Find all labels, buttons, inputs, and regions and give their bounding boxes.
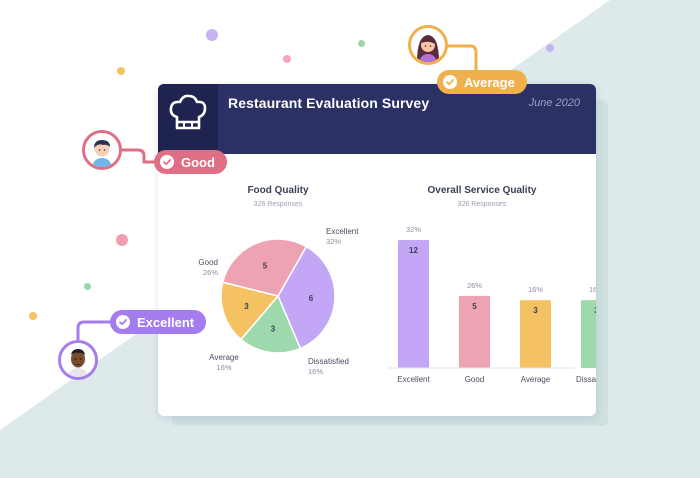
bar-chart: 12 32% Excellent 5 26% Good 3 16% Average 3 16% Dis… bbox=[388, 225, 596, 384]
bar-category-label: Excellent bbox=[397, 375, 430, 384]
excellent-badge: Excellent bbox=[110, 310, 207, 334]
pie-slice-percent: 16% bbox=[216, 363, 231, 372]
bar-dissatisfied bbox=[581, 300, 596, 368]
pie-slice-percent: 26% bbox=[203, 268, 218, 277]
survey-date: June 2020 bbox=[528, 97, 580, 109]
chef-hat-icon bbox=[169, 94, 207, 130]
good-badge: Good bbox=[154, 150, 227, 174]
average-badge: Average bbox=[437, 70, 527, 94]
excellent-badge-label: Excellent bbox=[137, 314, 195, 330]
pie-slice-dissatisfied bbox=[239, 294, 302, 354]
pie-chart: 6Excellent32%3Dissatisfied16%3Average16%… bbox=[198, 227, 359, 376]
card-header: Restaurant Evaluation Survey June 2020 bbox=[158, 84, 596, 154]
pie-slice-label: Dissatisfied bbox=[308, 357, 349, 366]
bar-category-label: Average bbox=[521, 375, 551, 384]
confetti-dot bbox=[116, 234, 128, 246]
pie-slice-value: 5 bbox=[263, 262, 268, 271]
bar-chart-title: Overall Service Quality bbox=[427, 185, 537, 196]
check-icon bbox=[116, 315, 130, 329]
pie-slice-average bbox=[220, 281, 280, 341]
pie-slice-percent: 16% bbox=[308, 367, 323, 376]
confetti-dot bbox=[358, 40, 365, 47]
bar-category-label: Dissatisfied bbox=[576, 375, 596, 384]
chef-hat-box bbox=[158, 84, 218, 154]
check-icon bbox=[160, 155, 174, 169]
bar-value: 3 bbox=[533, 306, 538, 315]
pie-slice-percent: 32% bbox=[326, 237, 341, 246]
bar-chart-subtitle: 326 Responses bbox=[457, 201, 507, 208]
avatar-man bbox=[58, 340, 98, 380]
bar-category-label: Good bbox=[465, 375, 485, 384]
pie-slice-value: 6 bbox=[309, 294, 314, 303]
pie-slice-label: Average bbox=[209, 353, 239, 362]
confetti-dot bbox=[29, 312, 37, 320]
survey-title: Restaurant Evaluation Survey bbox=[228, 95, 430, 111]
confetti-dot bbox=[84, 283, 91, 290]
survey-card: Restaurant Evaluation Survey June 2020 F… bbox=[158, 84, 596, 416]
bar-percent: 16% bbox=[589, 285, 596, 294]
boy-avatar-icon bbox=[85, 133, 119, 167]
bar-average bbox=[520, 300, 551, 368]
avatar-woman bbox=[408, 25, 448, 65]
man-avatar-icon bbox=[61, 343, 95, 377]
bar-percent: 16% bbox=[528, 285, 543, 294]
woman-avatar-icon bbox=[411, 28, 445, 62]
bar-value: 12 bbox=[409, 246, 418, 255]
bar-good bbox=[459, 295, 490, 368]
average-badge-label: Average bbox=[464, 74, 515, 90]
pie-slice-good bbox=[221, 238, 308, 297]
pie-slice-label: Good bbox=[198, 258, 218, 267]
pie-slice-value: 3 bbox=[244, 302, 249, 311]
pie-chart-subtitle: 326 Responses bbox=[253, 201, 303, 208]
pie-slice-value: 3 bbox=[271, 325, 276, 334]
confetti-dot bbox=[546, 44, 554, 52]
check-icon bbox=[443, 75, 457, 89]
confetti-dot bbox=[283, 55, 291, 63]
confetti-dot bbox=[206, 29, 218, 41]
good-badge-label: Good bbox=[181, 154, 215, 170]
pie-slice-label: Excellent bbox=[326, 227, 359, 236]
confetti-dot bbox=[117, 67, 125, 75]
bar-excellent bbox=[398, 240, 429, 368]
pie-chart-title: Food Quality bbox=[247, 185, 309, 196]
avatar-boy bbox=[82, 130, 122, 170]
bar-percent: 26% bbox=[467, 281, 482, 290]
bar-value: 3 bbox=[594, 306, 596, 315]
bar-value: 5 bbox=[472, 302, 477, 311]
bar-percent: 32% bbox=[406, 225, 421, 234]
